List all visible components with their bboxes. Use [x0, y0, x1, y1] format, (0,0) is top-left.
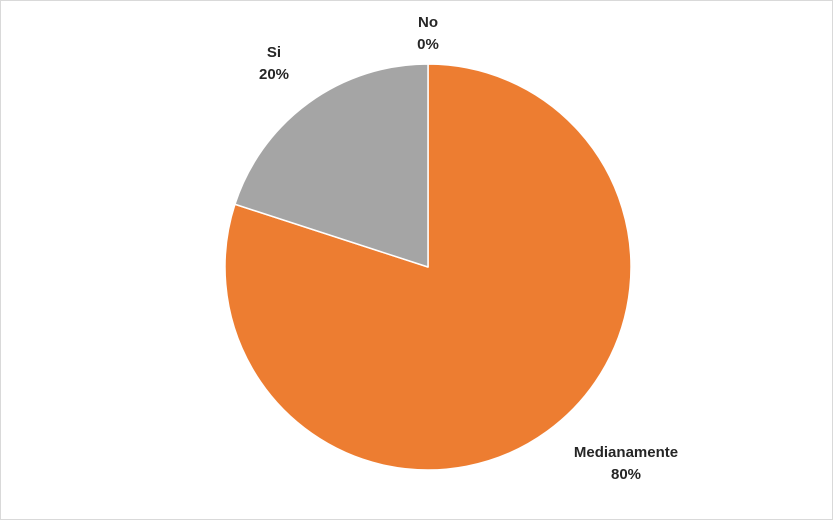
data-label-si: Si 20% — [259, 44, 289, 83]
data-label-percent: 20% — [259, 66, 289, 83]
pie-slice-si — [234, 63, 429, 268]
data-label-category: Medianamente — [574, 444, 678, 461]
data-label-percent: 0% — [417, 36, 439, 53]
data-label-category: Si — [267, 44, 281, 61]
data-label-percent: 80% — [611, 466, 641, 483]
data-label-no: No 0% — [417, 14, 439, 53]
pie-labels: No 0% Medianamente 80% Si 20% — [259, 14, 678, 483]
data-label-category: No — [418, 14, 438, 31]
pie-slices — [224, 63, 632, 471]
data-label-medianamente: Medianamente 80% — [574, 444, 678, 483]
